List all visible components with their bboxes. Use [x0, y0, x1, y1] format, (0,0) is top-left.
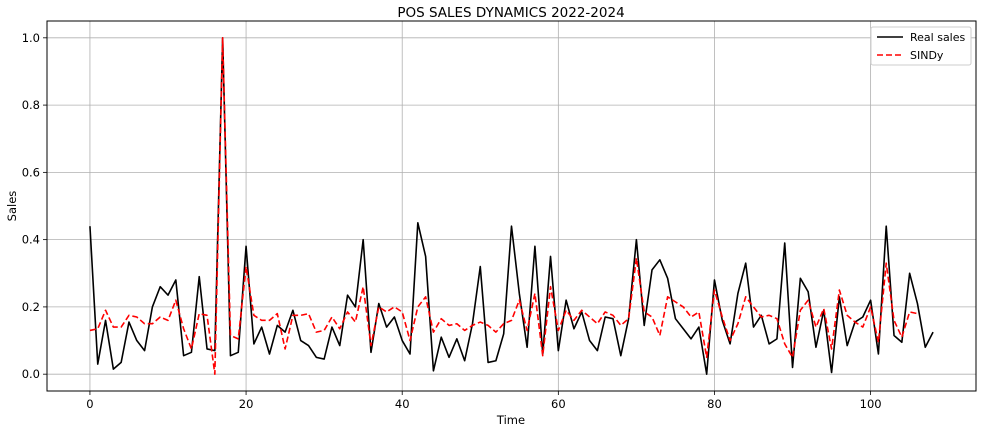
x-axis-label: Time: [496, 413, 525, 427]
x-tick-label: 40: [395, 397, 410, 411]
x-tick-label: 100: [860, 397, 882, 411]
y-tick-label: 0.4: [22, 233, 40, 247]
chart-title: POS SALES DYNAMICS 2022-2024: [397, 5, 624, 21]
x-tick-label: 20: [239, 397, 254, 411]
grid-lines: [47, 21, 976, 391]
series-lines: [89, 37, 934, 375]
y-tick-label: 0.0: [22, 367, 40, 381]
y-axis-label: Sales: [5, 191, 19, 222]
series-line-real-sales: [89, 37, 934, 375]
y-tick-label: 0.6: [22, 165, 40, 179]
x-axis-ticks: 0 20 40 60 80 100: [86, 391, 882, 411]
y-tick-label: 0.2: [22, 300, 40, 314]
legend-label-sindy: SINDy: [910, 49, 944, 62]
x-tick-label: 60: [551, 397, 566, 411]
plot-frame: [46, 20, 977, 392]
y-axis-ticks: 0.0 0.2 0.4 0.6 0.8 1.0: [22, 31, 47, 381]
y-tick-label: 1.0: [22, 31, 40, 45]
x-tick-label: 0: [86, 397, 93, 411]
y-tick-label: 0.8: [22, 98, 40, 112]
legend-label-real-sales: Real sales: [910, 31, 966, 44]
series-line-sindy: [89, 37, 918, 375]
legend: Real sales SINDy: [870, 26, 972, 66]
x-tick-label: 80: [707, 397, 722, 411]
